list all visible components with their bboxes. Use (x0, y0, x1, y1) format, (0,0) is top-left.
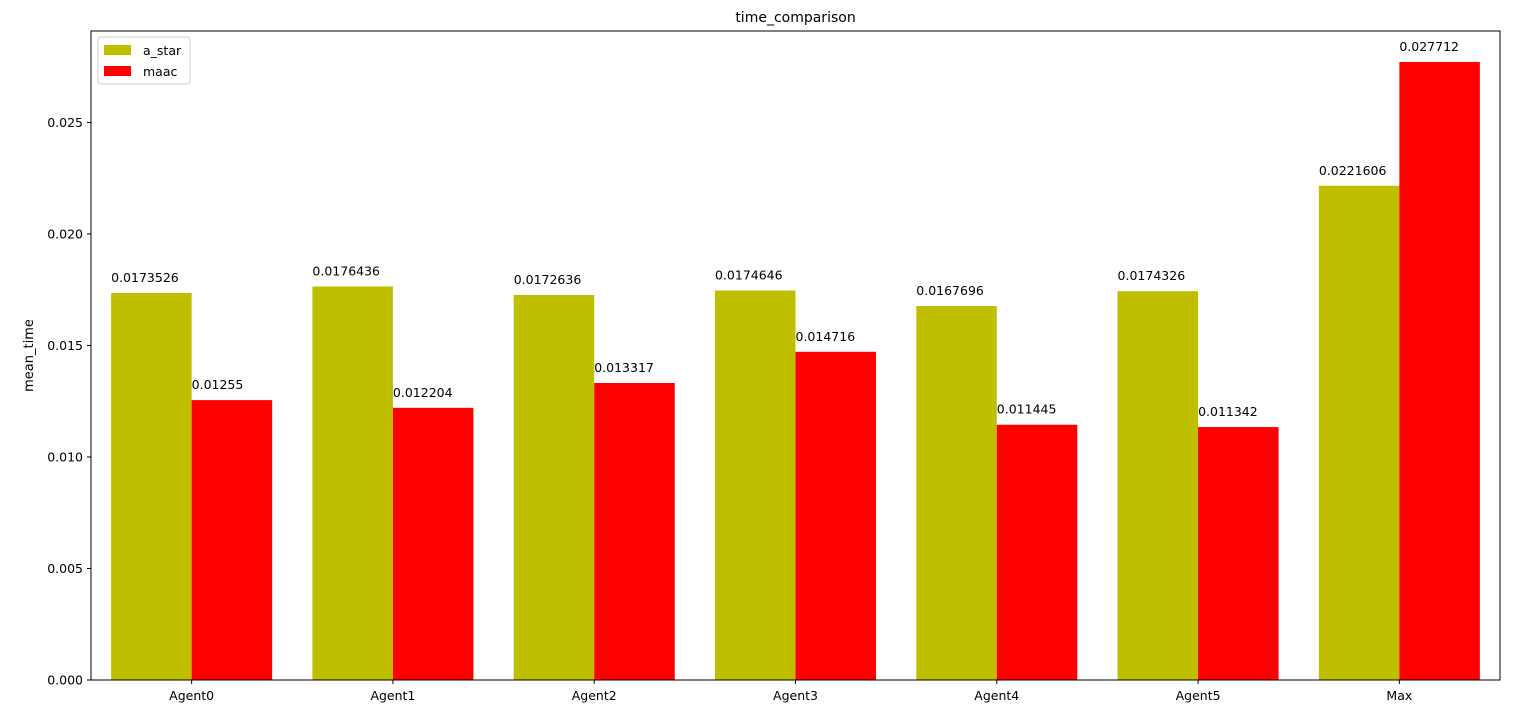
data-label-a_star-Agent1: 0.0176436 (312, 264, 380, 279)
bar-a_star-Agent4 (916, 305, 997, 680)
bars-group (111, 61, 1480, 680)
y-tick-label: 0.020 (47, 226, 83, 241)
y-tick-label: 0.025 (47, 115, 83, 130)
data-label-a_star-Agent3: 0.0174646 (715, 267, 783, 282)
data-label-maac-Agent1: 0.012204 (393, 385, 453, 400)
bar-a_star-Agent5 (1117, 291, 1199, 680)
bar-maac-Agent5 (1198, 427, 1279, 680)
legend-swatch-maac (104, 66, 131, 76)
y-axis-ticks: 0.000 0.005 0.010 0.015 0.020 0.025 (47, 115, 91, 688)
bar-maac-Agent0 (191, 400, 273, 680)
data-label-maac-Agent3: 0.014716 (796, 329, 856, 344)
data-label-a_star-Agent2: 0.0172636 (514, 272, 582, 287)
y-tick-label: 0.010 (47, 449, 83, 464)
x-tick-label-Agent3: Agent3 (773, 688, 818, 703)
bar-maac-Agent3 (795, 351, 877, 680)
chart-title: time_comparison (735, 10, 855, 26)
bar-maac-Agent2 (594, 382, 675, 680)
data-labels-group: 0.0173526 0.0176436 0.0172636 0.0174646 0.01… (111, 39, 1459, 419)
y-tick-label: 0.005 (47, 561, 83, 576)
x-tick-label-Agent0: Agent0 (169, 688, 214, 703)
data-label-a_star-Agent5: 0.0174326 (1118, 268, 1186, 283)
bar-a_star-Agent2 (513, 294, 595, 680)
x-tick-label-Max: Max (1386, 688, 1412, 703)
y-axis-label: mean_time (22, 319, 37, 392)
x-tick-label-Agent1: Agent1 (370, 688, 415, 703)
bar-maac-Max (1399, 61, 1480, 680)
data-label-a_star-Agent4: 0.0167696 (916, 283, 984, 298)
data-label-maac-Agent4: 0.011445 (997, 402, 1057, 417)
data-label-a_star-Max: 0.0221606 (1319, 163, 1387, 178)
y-tick-label: 0.000 (47, 673, 83, 688)
plot-frame (90, 30, 1501, 681)
legend-swatch-a_star (104, 45, 131, 55)
legend-label-a_star: a_star (143, 43, 182, 58)
bar-a_star-Agent0 (111, 292, 192, 680)
bar-a_star-Max (1318, 185, 1400, 680)
x-axis-ticks: Agent0 Agent1 Agent2 Agent3 Agent4 Agent5 Max (169, 680, 1412, 703)
bar-maac-Agent1 (392, 407, 474, 680)
x-tick-label-Agent4: Agent4 (974, 688, 1019, 703)
data-label-maac-Max: 0.027712 (1399, 39, 1459, 54)
x-tick-label-Agent2: Agent2 (572, 688, 617, 703)
legend-label-maac: maac (143, 64, 177, 79)
bar-maac-Agent4 (996, 424, 1078, 680)
data-label-maac-Agent5: 0.011342 (1198, 404, 1258, 419)
bar-a_star-Agent1 (312, 286, 393, 680)
data-label-maac-Agent0: 0.01255 (192, 377, 244, 392)
bar-a_star-Agent3 (714, 290, 796, 680)
data-label-a_star-Agent0: 0.0173526 (111, 270, 179, 285)
y-tick-label: 0.015 (47, 338, 83, 353)
data-label-maac-Agent2: 0.013317 (594, 360, 654, 375)
x-tick-label-Agent5: Agent5 (1176, 688, 1221, 703)
